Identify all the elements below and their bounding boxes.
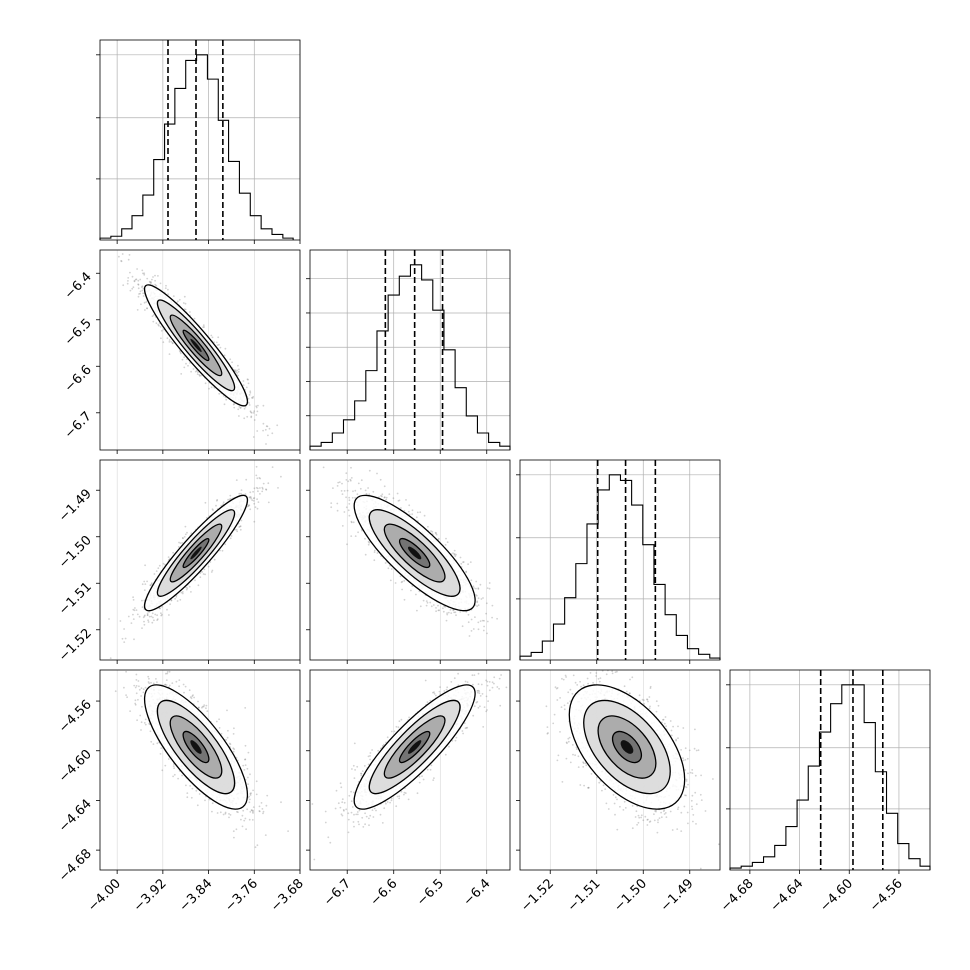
xtick-label-0-1: −3.92 xyxy=(131,876,170,915)
ytick-label-3-0: −4.68 xyxy=(56,846,95,885)
ylabels-2: −1.52 −1.51 −1.50 −1.49 xyxy=(56,486,95,664)
ylabels-1: −6.7 −6.6 −6.5 −6.4 xyxy=(62,269,95,441)
xlabels-3: −4.68 −4.64 −4.60 −4.56 xyxy=(718,876,906,915)
hist-step-3 xyxy=(729,684,931,870)
ytick-label-3-2: −4.60 xyxy=(56,747,95,786)
ytick-label-3-3: −4.56 xyxy=(56,697,95,736)
ytick-label-1-0: −6.7 xyxy=(62,409,95,442)
xtick-label-0-2: −3.84 xyxy=(177,876,216,915)
hist-frame-0 xyxy=(99,39,301,241)
xtick-label-2-2: −1.50 xyxy=(611,876,650,915)
hist-panel-1 xyxy=(306,249,511,454)
xtick-label-0-4: −3.68 xyxy=(268,876,307,915)
pair-panel-0-2 xyxy=(96,459,301,664)
ytick-label-3-1: −4.64 xyxy=(56,797,95,836)
pair-inner-0-1 xyxy=(116,250,300,450)
pair-panel-0-3 xyxy=(96,669,301,874)
density-peak-0-3 xyxy=(190,740,202,754)
hist-panel-3 xyxy=(726,669,931,874)
xtick-label-3-1: −4.64 xyxy=(768,876,807,915)
pair-frame-0-2 xyxy=(99,459,301,661)
xtick-label-2-0: −1.52 xyxy=(518,876,557,915)
pair-inner-0-3 xyxy=(114,670,300,870)
ytick-label-1-3: −6.4 xyxy=(62,269,95,302)
pair-frame-1-3 xyxy=(309,669,511,871)
pair-frame-1-2 xyxy=(309,459,511,661)
xtick-label-2-3: −1.49 xyxy=(658,876,697,915)
pair-inner-2-3 xyxy=(545,670,720,870)
hist-step-1 xyxy=(309,264,511,450)
pair-panel-0-1 xyxy=(96,249,301,454)
ytick-label-1-2: −6.5 xyxy=(62,316,95,349)
pair-panel-1-2 xyxy=(306,459,511,664)
xlabels-0: −4.00 −3.92 −3.84 −3.76 −3.68 xyxy=(85,876,307,915)
ytick-label-2-1: −1.51 xyxy=(56,579,95,618)
density-peak-1-2 xyxy=(408,546,422,560)
pair-panel-1-3 xyxy=(306,669,511,874)
ytick-label-1-1: −6.6 xyxy=(62,363,95,396)
pair-frame-0-1 xyxy=(99,249,301,451)
hist-panel-2 xyxy=(516,459,721,664)
density-peak-1-3 xyxy=(408,740,422,754)
hist-panel-0 xyxy=(96,39,301,244)
pair-frame-2-3 xyxy=(519,669,721,871)
xtick-label-3-3: −4.56 xyxy=(867,876,906,915)
ytick-label-2-3: −1.49 xyxy=(56,486,95,525)
hist-frame-2 xyxy=(519,459,721,661)
density-peak-2-3 xyxy=(620,740,634,754)
xtick-label-1-2: −6.5 xyxy=(414,876,447,909)
xtick-label-1-0: −6.7 xyxy=(321,876,354,909)
density-peak-0-2 xyxy=(190,546,202,560)
xlabels-1: −6.7 −6.6 −6.5 −6.4 xyxy=(321,876,493,909)
pair-panel-2-3 xyxy=(516,669,721,874)
hist-step-0 xyxy=(99,54,294,240)
xlabels-2: −1.52 −1.51 −1.50 −1.49 xyxy=(518,876,696,915)
hist-frame-1 xyxy=(309,249,511,451)
xtick-label-3-2: −4.60 xyxy=(817,876,856,915)
pair-inner-1-2 xyxy=(322,460,498,660)
ytick-label-2-2: −1.50 xyxy=(56,533,95,572)
xtick-label-1-1: −6.6 xyxy=(368,876,401,909)
ylabels-3: −4.68 −4.64 −4.60 −4.56 xyxy=(56,697,95,885)
density-peak-0-1 xyxy=(190,338,202,353)
xtick-label-3-0: −4.68 xyxy=(718,876,757,915)
ytick-label-2-0: −1.52 xyxy=(56,626,95,665)
xtick-label-2-1: −1.51 xyxy=(565,876,604,915)
xtick-label-0-3: −3.76 xyxy=(222,876,261,915)
pair-inner-1-3 xyxy=(311,670,508,870)
pair-inner-0-2 xyxy=(108,460,300,660)
panel-layer: −4.00 −3.92 −3.84 −3.76 −3.68 −6.7 −6.6 −6.5 −6.… xyxy=(56,39,931,915)
hist-frame-3 xyxy=(729,669,931,871)
xtick-label-0-0: −4.00 xyxy=(85,876,124,915)
pair-frame-0-3 xyxy=(99,669,301,871)
xtick-label-1-3: −6.4 xyxy=(461,876,494,909)
hist-step-2 xyxy=(519,474,721,660)
